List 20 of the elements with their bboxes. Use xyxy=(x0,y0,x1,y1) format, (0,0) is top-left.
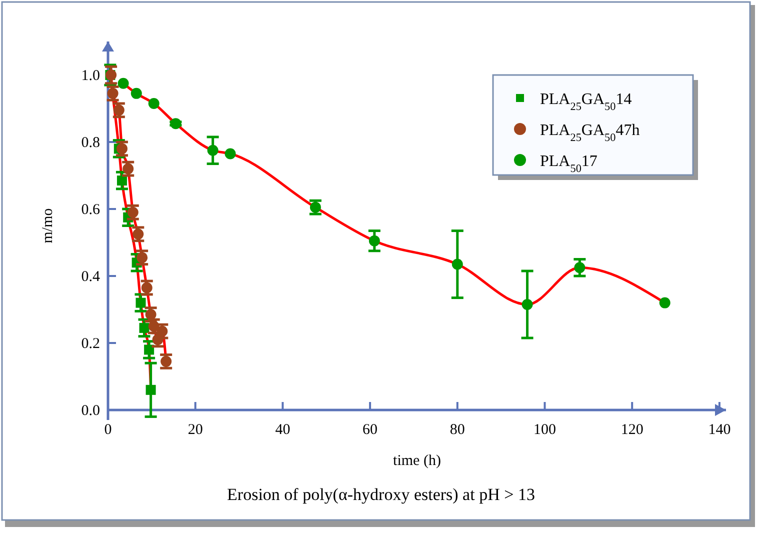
legend-label: PLA$_{25}$GA$_{50}$47h xyxy=(540,122,640,144)
x-tick-label: 120 xyxy=(620,422,644,438)
x-tick-label: 0 xyxy=(104,422,112,438)
x-tick-label: 80 xyxy=(450,422,465,438)
y-tick-label: 0.0 xyxy=(81,403,100,419)
x-tick-label: 60 xyxy=(362,422,378,438)
legend-label: PLA$_{25}$GA$_{50}$14 xyxy=(540,91,632,113)
x-tick-label: 140 xyxy=(708,422,731,438)
x-axis-title: time (h) xyxy=(393,453,441,469)
legend-label: PLA$_{50}$17 xyxy=(540,153,598,175)
x-tick-label: 20 xyxy=(188,422,203,438)
y-tick-label: 0.4 xyxy=(81,269,100,285)
x-tick-label: 40 xyxy=(275,422,290,438)
y-tick-label: 0.6 xyxy=(81,202,100,218)
y-tick-label: 1.0 xyxy=(81,68,100,84)
y-tick-label: 0.8 xyxy=(81,135,100,151)
y-axis-title: m/mo xyxy=(40,208,56,244)
text: Erosion of poly(α-hydroxy esters) at pH > 13 xyxy=(227,485,535,504)
x-tick-label: 100 xyxy=(534,422,556,438)
y-tick-label: 0.2 xyxy=(81,336,100,352)
